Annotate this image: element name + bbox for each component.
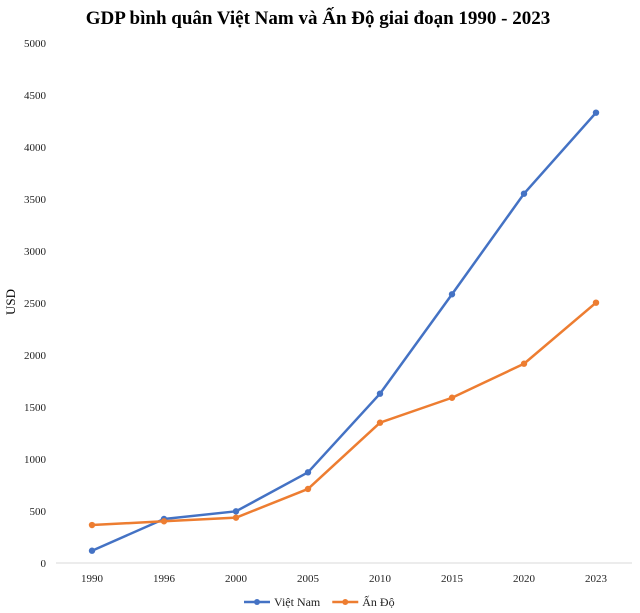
y-tick-label: 4000 [24,142,47,154]
y-tick-label: 3000 [24,246,47,258]
data-point [232,514,240,521]
data-point [520,190,528,197]
data-point [304,469,312,476]
x-tick-label: 2010 [369,573,392,585]
y-tick-label: 5000 [24,38,47,50]
data-point [592,299,600,306]
y-axis-label: USD [3,289,18,315]
series-line-1 [91,301,597,527]
data-point [88,547,96,554]
y-tick-label: 3500 [24,194,47,206]
data-point [376,419,384,426]
x-tick-label: 2005 [297,573,320,585]
x-tick-label: 2015 [441,573,464,585]
y-tick-label: 1000 [24,454,47,466]
y-tick-label: 4500 [24,90,47,102]
data-point [304,485,312,493]
y-tick-label: 2500 [24,298,47,310]
series-line-0 [91,111,597,552]
data-point [88,521,96,529]
y-tick-label: 0 [41,558,47,570]
data-point [592,109,600,116]
x-tick-label: 2020 [513,573,536,585]
x-tick-label: 1990 [81,573,104,585]
data-point [160,518,168,525]
y-tick-label: 500 [30,506,47,518]
y-tick-label: 2000 [24,350,47,362]
x-tick-label: 1996 [153,573,176,585]
data-point [520,360,528,367]
data-point [376,390,384,397]
legend-marker-1 [342,599,349,605]
data-point [448,394,456,401]
x-tick-label: 2000 [225,573,248,585]
data-point [232,508,240,515]
chart-title: GDP bình quân Việt Nam và Ấn Độ giai đoạ… [86,7,551,29]
legend-marker-0 [254,599,260,605]
legend-label-1: Ấn Độ [362,594,394,609]
x-tick-label: 2023 [585,573,608,585]
y-tick-label: 1500 [24,402,47,414]
data-point [448,291,456,298]
legend-label-0: Việt Nam [274,595,321,609]
